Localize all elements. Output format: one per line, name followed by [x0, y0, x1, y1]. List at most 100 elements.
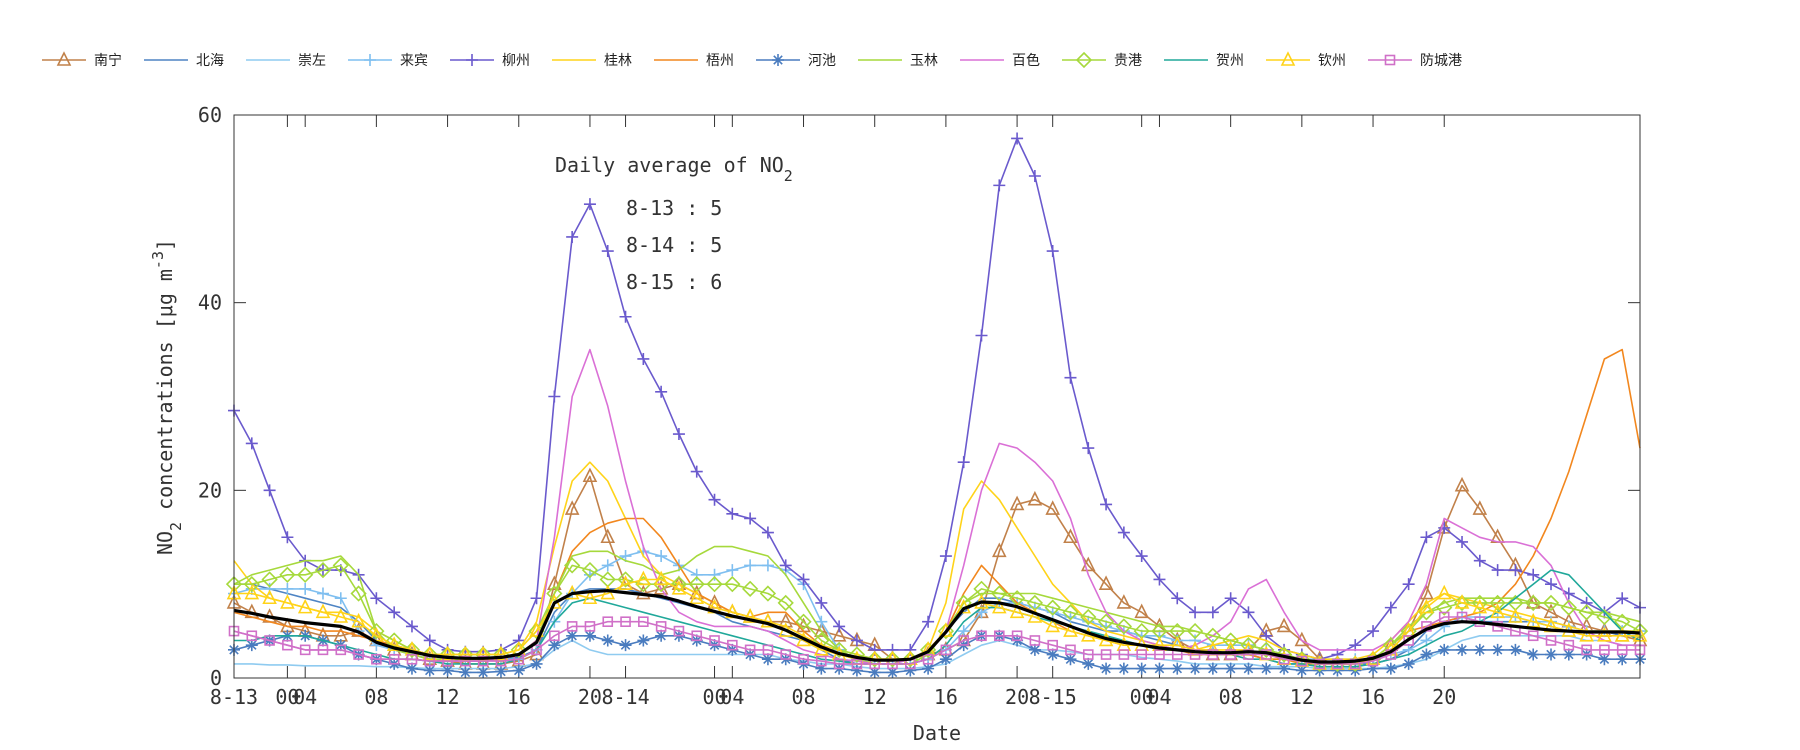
data-point	[671, 580, 687, 595]
data-point	[1135, 662, 1148, 675]
legend-swatch	[1266, 51, 1310, 66]
data-point	[975, 329, 988, 342]
data-point	[1171, 662, 1184, 675]
data-point	[1454, 594, 1470, 609]
data-point	[281, 531, 294, 544]
annotation-title-main: Daily average of NO	[555, 153, 784, 177]
data-point	[531, 644, 542, 656]
annotation-line-3: 8-15 : 6	[626, 270, 722, 294]
data-point	[299, 582, 312, 595]
legend-swatch	[144, 59, 188, 61]
data-point	[619, 310, 632, 323]
data-point	[1420, 648, 1433, 661]
data-point	[566, 621, 578, 632]
data-point	[761, 559, 774, 572]
x-tick-label: 08	[364, 685, 388, 709]
data-point	[884, 651, 901, 668]
data-point	[1367, 662, 1380, 675]
data-point	[602, 616, 614, 628]
data-point	[477, 666, 490, 679]
data-point	[1206, 606, 1219, 619]
data-point	[460, 655, 471, 667]
data-point	[1063, 528, 1078, 544]
data-point	[655, 550, 668, 563]
data-point	[1562, 648, 1575, 661]
y-tick-label: 40	[198, 291, 222, 315]
data-point	[726, 507, 739, 520]
data-point	[1171, 592, 1184, 605]
data-point	[564, 500, 580, 515]
data-point	[830, 641, 848, 658]
data-point	[655, 621, 667, 632]
legend-swatch	[654, 59, 698, 61]
data-point	[655, 385, 668, 398]
data-point	[1616, 653, 1629, 666]
x-tick-label: 08	[1219, 685, 1243, 709]
legend-marker	[772, 54, 784, 66]
data-point	[351, 612, 366, 628]
data-point	[388, 606, 401, 619]
data-point	[1065, 644, 1076, 656]
data-point	[406, 653, 418, 665]
data-point	[282, 639, 293, 651]
x-tick-label: 04	[720, 685, 744, 709]
legend-label: 玉林	[910, 53, 938, 69]
data-point	[814, 622, 829, 637]
data-point	[1243, 649, 1254, 660]
series-贺州	[234, 569, 1641, 668]
data-point	[1438, 643, 1451, 656]
data-point	[1545, 635, 1557, 646]
data-point	[601, 245, 614, 258]
data-point	[1117, 526, 1130, 539]
data-point	[1064, 371, 1077, 384]
daily-average-annotation: Daily average of NO2 8-13 : 5 8-14 : 5 8…	[555, 153, 793, 294]
data-point	[1294, 631, 1310, 647]
data-point	[1436, 599, 1453, 616]
data-point	[1117, 662, 1130, 675]
data-point	[690, 465, 703, 478]
data-point	[1295, 664, 1308, 677]
data-point	[1207, 649, 1219, 660]
data-point	[1224, 592, 1237, 605]
legend-swatch	[858, 59, 902, 61]
x-axis-label: Date	[913, 721, 961, 745]
data-point	[1135, 550, 1148, 563]
data-point	[1472, 598, 1488, 614]
data-point	[1082, 649, 1094, 660]
y-axis-label-sub: 2	[167, 522, 185, 531]
data-point	[779, 559, 792, 572]
data-point	[1490, 603, 1505, 619]
data-point	[760, 612, 776, 628]
data-point	[742, 608, 758, 623]
data-point	[370, 592, 383, 605]
data-point	[584, 621, 596, 632]
data-point	[1242, 606, 1255, 619]
data-point	[1046, 245, 1059, 258]
data-point	[1153, 662, 1166, 675]
data-point	[440, 645, 455, 661]
x-tick-label: 12	[436, 685, 460, 709]
data-point	[1332, 658, 1343, 670]
data-point	[831, 626, 847, 642]
legend-label: 柳州	[502, 53, 530, 69]
data-point	[547, 575, 562, 590]
legend-label: 贵港	[1114, 53, 1142, 69]
data-point	[1473, 554, 1486, 567]
legend-item: 梧州	[652, 50, 734, 70]
legend-item: 北海	[142, 50, 224, 70]
x-tick-label: 12	[863, 685, 887, 709]
data-point	[777, 594, 794, 612]
data-point	[672, 428, 685, 441]
data-point	[368, 622, 385, 640]
data-point	[744, 512, 757, 525]
data-point	[638, 616, 649, 628]
legend-label: 来宾	[400, 53, 428, 69]
legend-item: 柳州	[448, 50, 530, 70]
data-point	[868, 666, 881, 679]
data-point	[1118, 649, 1130, 660]
data-point	[1314, 658, 1325, 670]
data-point	[1224, 662, 1237, 675]
data-point	[566, 230, 579, 243]
data-point	[816, 655, 827, 667]
data-point	[1206, 662, 1219, 675]
